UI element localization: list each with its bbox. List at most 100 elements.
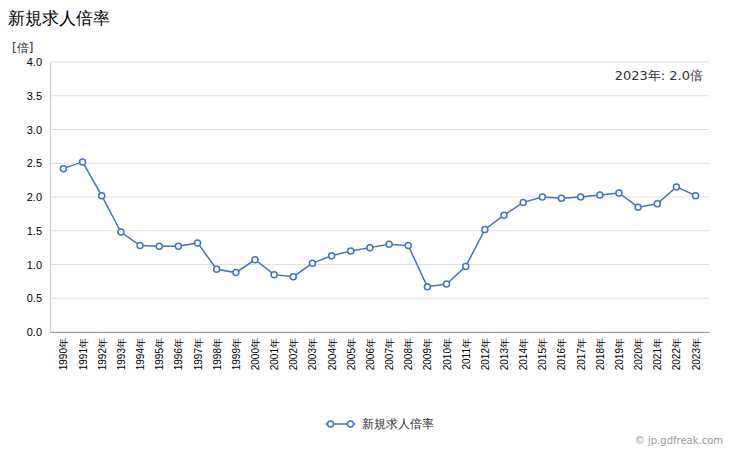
grid-line — [50, 264, 709, 265]
x-tick-label: 2021年 — [652, 338, 663, 370]
x-tick-label: 2001年 — [269, 338, 280, 370]
y-tick: 0.0 — [27, 326, 50, 338]
legend-label: 新規求人倍率 — [362, 417, 434, 431]
y-tick-label: 4.0 — [27, 56, 42, 68]
data-point — [635, 204, 641, 210]
grid-line — [50, 129, 709, 130]
y-tick-label: 1.5 — [27, 225, 42, 237]
data-point — [309, 260, 315, 266]
x-tick-label: 1991年 — [78, 338, 89, 370]
data-point — [444, 281, 450, 287]
x-axis: 1990年1991年1992年1993年1994年1995年1996年1997年… — [51, 332, 710, 370]
x-tick-label: 2019年 — [614, 338, 625, 370]
data-point — [329, 253, 335, 259]
x-tick: 2015年 — [537, 332, 548, 370]
annotation: 2023年: 2.0倍 — [615, 68, 703, 83]
y-tick: 1.0 — [27, 259, 50, 271]
x-tick-label: 1994年 — [135, 338, 146, 370]
x-tick-label: 1996年 — [173, 338, 184, 370]
x-tick-label: 2007年 — [384, 338, 395, 370]
x-tick-label: 1998年 — [212, 338, 223, 370]
data-point — [290, 274, 296, 280]
x-tick-label: 2013年 — [499, 338, 510, 370]
x-tick-label: 2003年 — [307, 338, 318, 370]
data-point — [60, 166, 66, 172]
y-tick: 2.0 — [27, 191, 50, 203]
watermark: © jp.gdfreak.com — [635, 435, 723, 446]
grid-line — [50, 332, 709, 333]
x-tick: 2016年 — [556, 332, 567, 370]
title: 新規求人倍率 — [8, 8, 110, 28]
y-label: [倍] — [12, 41, 33, 55]
data-point — [616, 190, 622, 196]
x-tick: 2002年 — [288, 332, 299, 370]
y-axis-line — [50, 63, 51, 333]
y-tick: 3.0 — [27, 124, 50, 136]
data-point — [558, 195, 564, 201]
x-tick-label: 1990年 — [58, 338, 69, 370]
x-tick: 2007年 — [384, 332, 395, 370]
y-tick-label: 2.5 — [27, 157, 42, 169]
data-point — [386, 241, 392, 247]
x-tick-label: 2020年 — [633, 338, 644, 370]
grid-line — [50, 95, 709, 96]
x-tick-label: 2011年 — [461, 338, 472, 370]
data-point — [673, 184, 679, 190]
x-tick-label: 1999年 — [231, 338, 242, 370]
x-tick: 2023年 — [691, 332, 702, 370]
data-point — [520, 199, 526, 205]
x-tick: 1996年 — [173, 332, 184, 370]
data-point — [405, 243, 411, 249]
x-tick: 2011年 — [461, 332, 472, 370]
data-point — [99, 193, 105, 199]
y-tick: 4.0 — [27, 56, 50, 68]
x-tick: 1991年 — [78, 332, 89, 370]
x-tick: 1998年 — [212, 332, 223, 370]
data-point — [539, 194, 545, 200]
y-tick-label: 3.5 — [27, 90, 42, 102]
x-tick: 1994年 — [135, 332, 146, 370]
legend-marker — [328, 421, 334, 427]
legend: 新規求人倍率 — [326, 417, 434, 431]
x-tick-label: 2017年 — [576, 338, 587, 370]
legend-item: 新規求人倍率 — [326, 417, 434, 431]
grid-line — [50, 230, 709, 231]
x-tick: 1999年 — [231, 332, 242, 370]
grid-line — [50, 163, 709, 164]
x-tick-label: 2000年 — [250, 338, 261, 370]
x-tick: 2001年 — [269, 332, 280, 370]
data-point — [156, 243, 162, 249]
x-tick-label: 2010年 — [442, 338, 453, 370]
x-tick: 2018年 — [595, 332, 606, 370]
y-tick-label: 1.0 — [27, 259, 42, 271]
x-tick: 2014年 — [518, 332, 529, 370]
y-tick-label: 2.0 — [27, 191, 42, 203]
x-tick-label: 2005年 — [346, 338, 357, 370]
x-tick-label: 2006年 — [365, 338, 376, 370]
data-point — [463, 264, 469, 270]
series-line — [63, 162, 695, 287]
data-point — [348, 248, 354, 254]
x-tick-label: 2002年 — [288, 338, 299, 370]
y-tick: 1.5 — [27, 225, 50, 237]
y-axis: 0.0 0.5 1.0 1.5 2.0 2.5 3.0 3.5 4.0 — [27, 56, 51, 338]
x-tick-label: 1992年 — [97, 338, 108, 370]
data-point — [693, 193, 699, 199]
x-tick-label: 2022年 — [671, 338, 682, 370]
x-tick-label: 1997年 — [193, 338, 204, 370]
x-tick: 1990年 — [58, 332, 69, 370]
x-tick: 1995年 — [154, 332, 165, 370]
y-tick-label: 0.5 — [27, 292, 42, 304]
grid-line — [50, 62, 709, 63]
plot-area: 0.0 0.5 1.0 1.5 2.0 2.5 3.0 3.5 4.0 1990年 1991年 199… — [12, 41, 710, 370]
x-tick: 2008年 — [403, 332, 414, 370]
x-tick-label: 2012年 — [480, 338, 491, 370]
x-tick: 2017年 — [576, 332, 587, 370]
legend-marker — [348, 421, 354, 427]
x-tick: 2012年 — [480, 332, 491, 370]
x-tick: 2022年 — [671, 332, 682, 370]
grid-line — [50, 298, 709, 299]
data-point — [118, 229, 124, 235]
y-tick-label: 3.0 — [27, 124, 42, 136]
x-tick: 2009年 — [422, 332, 433, 370]
